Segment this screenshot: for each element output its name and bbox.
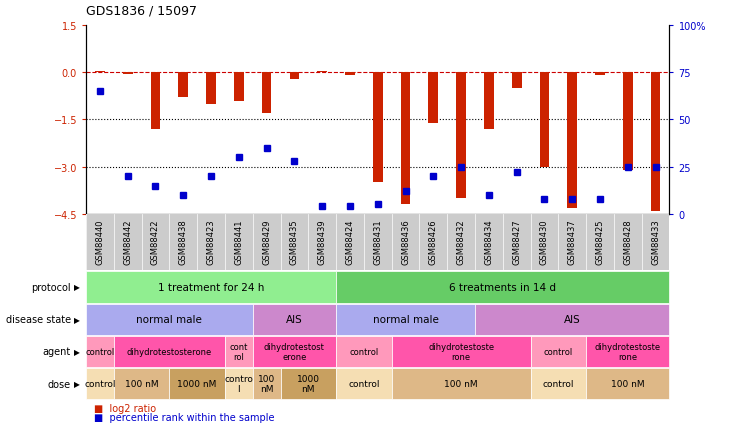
Text: GSM88435: GSM88435: [290, 219, 299, 264]
Text: GSM88426: GSM88426: [429, 219, 438, 264]
Bar: [567, 73, 577, 208]
Text: protocol: protocol: [31, 283, 71, 292]
Text: agent: agent: [43, 347, 71, 356]
Bar: [206, 73, 216, 105]
Text: control: control: [544, 347, 573, 356]
Text: dihydrotestost
erone: dihydrotestost erone: [264, 342, 325, 361]
Text: ■  log2 ratio: ■ log2 ratio: [94, 403, 156, 413]
Bar: [595, 73, 605, 76]
Text: 100 nM: 100 nM: [611, 379, 645, 388]
Text: control: control: [85, 379, 116, 388]
Text: GSM88432: GSM88432: [456, 219, 465, 264]
Text: dihydrotestoste
rone: dihydrotestoste rone: [595, 342, 660, 361]
Bar: [317, 72, 327, 73]
Text: 6 treatments in 14 d: 6 treatments in 14 d: [450, 283, 557, 292]
Text: GSM88433: GSM88433: [651, 219, 660, 265]
Text: GSM88438: GSM88438: [179, 219, 188, 265]
Text: 1000 nM: 1000 nM: [177, 379, 217, 388]
Text: GSM88429: GSM88429: [262, 219, 271, 264]
Text: 100 nM: 100 nM: [444, 379, 478, 388]
Text: GSM88439: GSM88439: [318, 219, 327, 264]
Text: GSM88442: GSM88442: [123, 219, 132, 264]
Text: GSM88441: GSM88441: [234, 219, 243, 264]
Text: AIS: AIS: [286, 315, 303, 324]
Text: dihydrotestoste
rone: dihydrotestoste rone: [428, 342, 494, 361]
Bar: [512, 73, 521, 89]
Bar: [123, 73, 132, 75]
Text: GSM88437: GSM88437: [568, 219, 577, 265]
Text: 1 treatment for 24 h: 1 treatment for 24 h: [158, 283, 264, 292]
Text: GSM88425: GSM88425: [595, 219, 604, 264]
Bar: [651, 73, 660, 211]
Bar: [484, 73, 494, 130]
Bar: [95, 72, 105, 73]
Text: disease state: disease state: [6, 315, 71, 324]
Text: GDS1836 / 15097: GDS1836 / 15097: [86, 4, 197, 17]
Text: 1000
nM: 1000 nM: [297, 374, 320, 393]
Text: control: control: [85, 347, 114, 356]
Bar: [456, 73, 466, 199]
Text: GSM88436: GSM88436: [401, 219, 410, 265]
Text: contro
l: contro l: [224, 374, 254, 393]
Bar: [289, 73, 299, 79]
Text: GSM88428: GSM88428: [623, 219, 632, 264]
Text: ▶: ▶: [74, 315, 80, 324]
Text: cont
rol: cont rol: [230, 342, 248, 361]
Text: GSM88430: GSM88430: [540, 219, 549, 264]
Bar: [345, 73, 355, 76]
Bar: [234, 73, 244, 102]
Text: GSM88431: GSM88431: [373, 219, 382, 264]
Text: 100 nM: 100 nM: [125, 379, 159, 388]
Text: GSM88434: GSM88434: [485, 219, 494, 264]
Text: GSM88440: GSM88440: [96, 219, 105, 264]
Text: GSM88422: GSM88422: [151, 219, 160, 264]
Bar: [373, 73, 382, 183]
Bar: [150, 73, 160, 130]
Text: ■  percentile rank within the sample: ■ percentile rank within the sample: [94, 412, 274, 422]
Text: control: control: [349, 347, 378, 356]
Text: normal male: normal male: [373, 315, 438, 324]
Text: normal male: normal male: [136, 315, 202, 324]
Bar: [401, 73, 411, 205]
Bar: [262, 73, 272, 114]
Text: dose: dose: [48, 379, 71, 388]
Text: GSM88423: GSM88423: [206, 219, 215, 264]
Text: dihydrotestosterone: dihydrotestosterone: [126, 347, 212, 356]
Text: AIS: AIS: [564, 315, 580, 324]
Text: 100
nM: 100 nM: [258, 374, 275, 393]
Bar: [179, 73, 188, 98]
Text: GSM88424: GSM88424: [346, 219, 355, 264]
Text: ▶: ▶: [74, 283, 80, 292]
Text: control: control: [348, 379, 379, 388]
Bar: [539, 73, 549, 168]
Text: ▶: ▶: [74, 347, 80, 356]
Bar: [429, 73, 438, 123]
Bar: [623, 73, 633, 171]
Text: GSM88427: GSM88427: [512, 219, 521, 264]
Text: control: control: [542, 379, 574, 388]
Text: ▶: ▶: [74, 379, 80, 388]
